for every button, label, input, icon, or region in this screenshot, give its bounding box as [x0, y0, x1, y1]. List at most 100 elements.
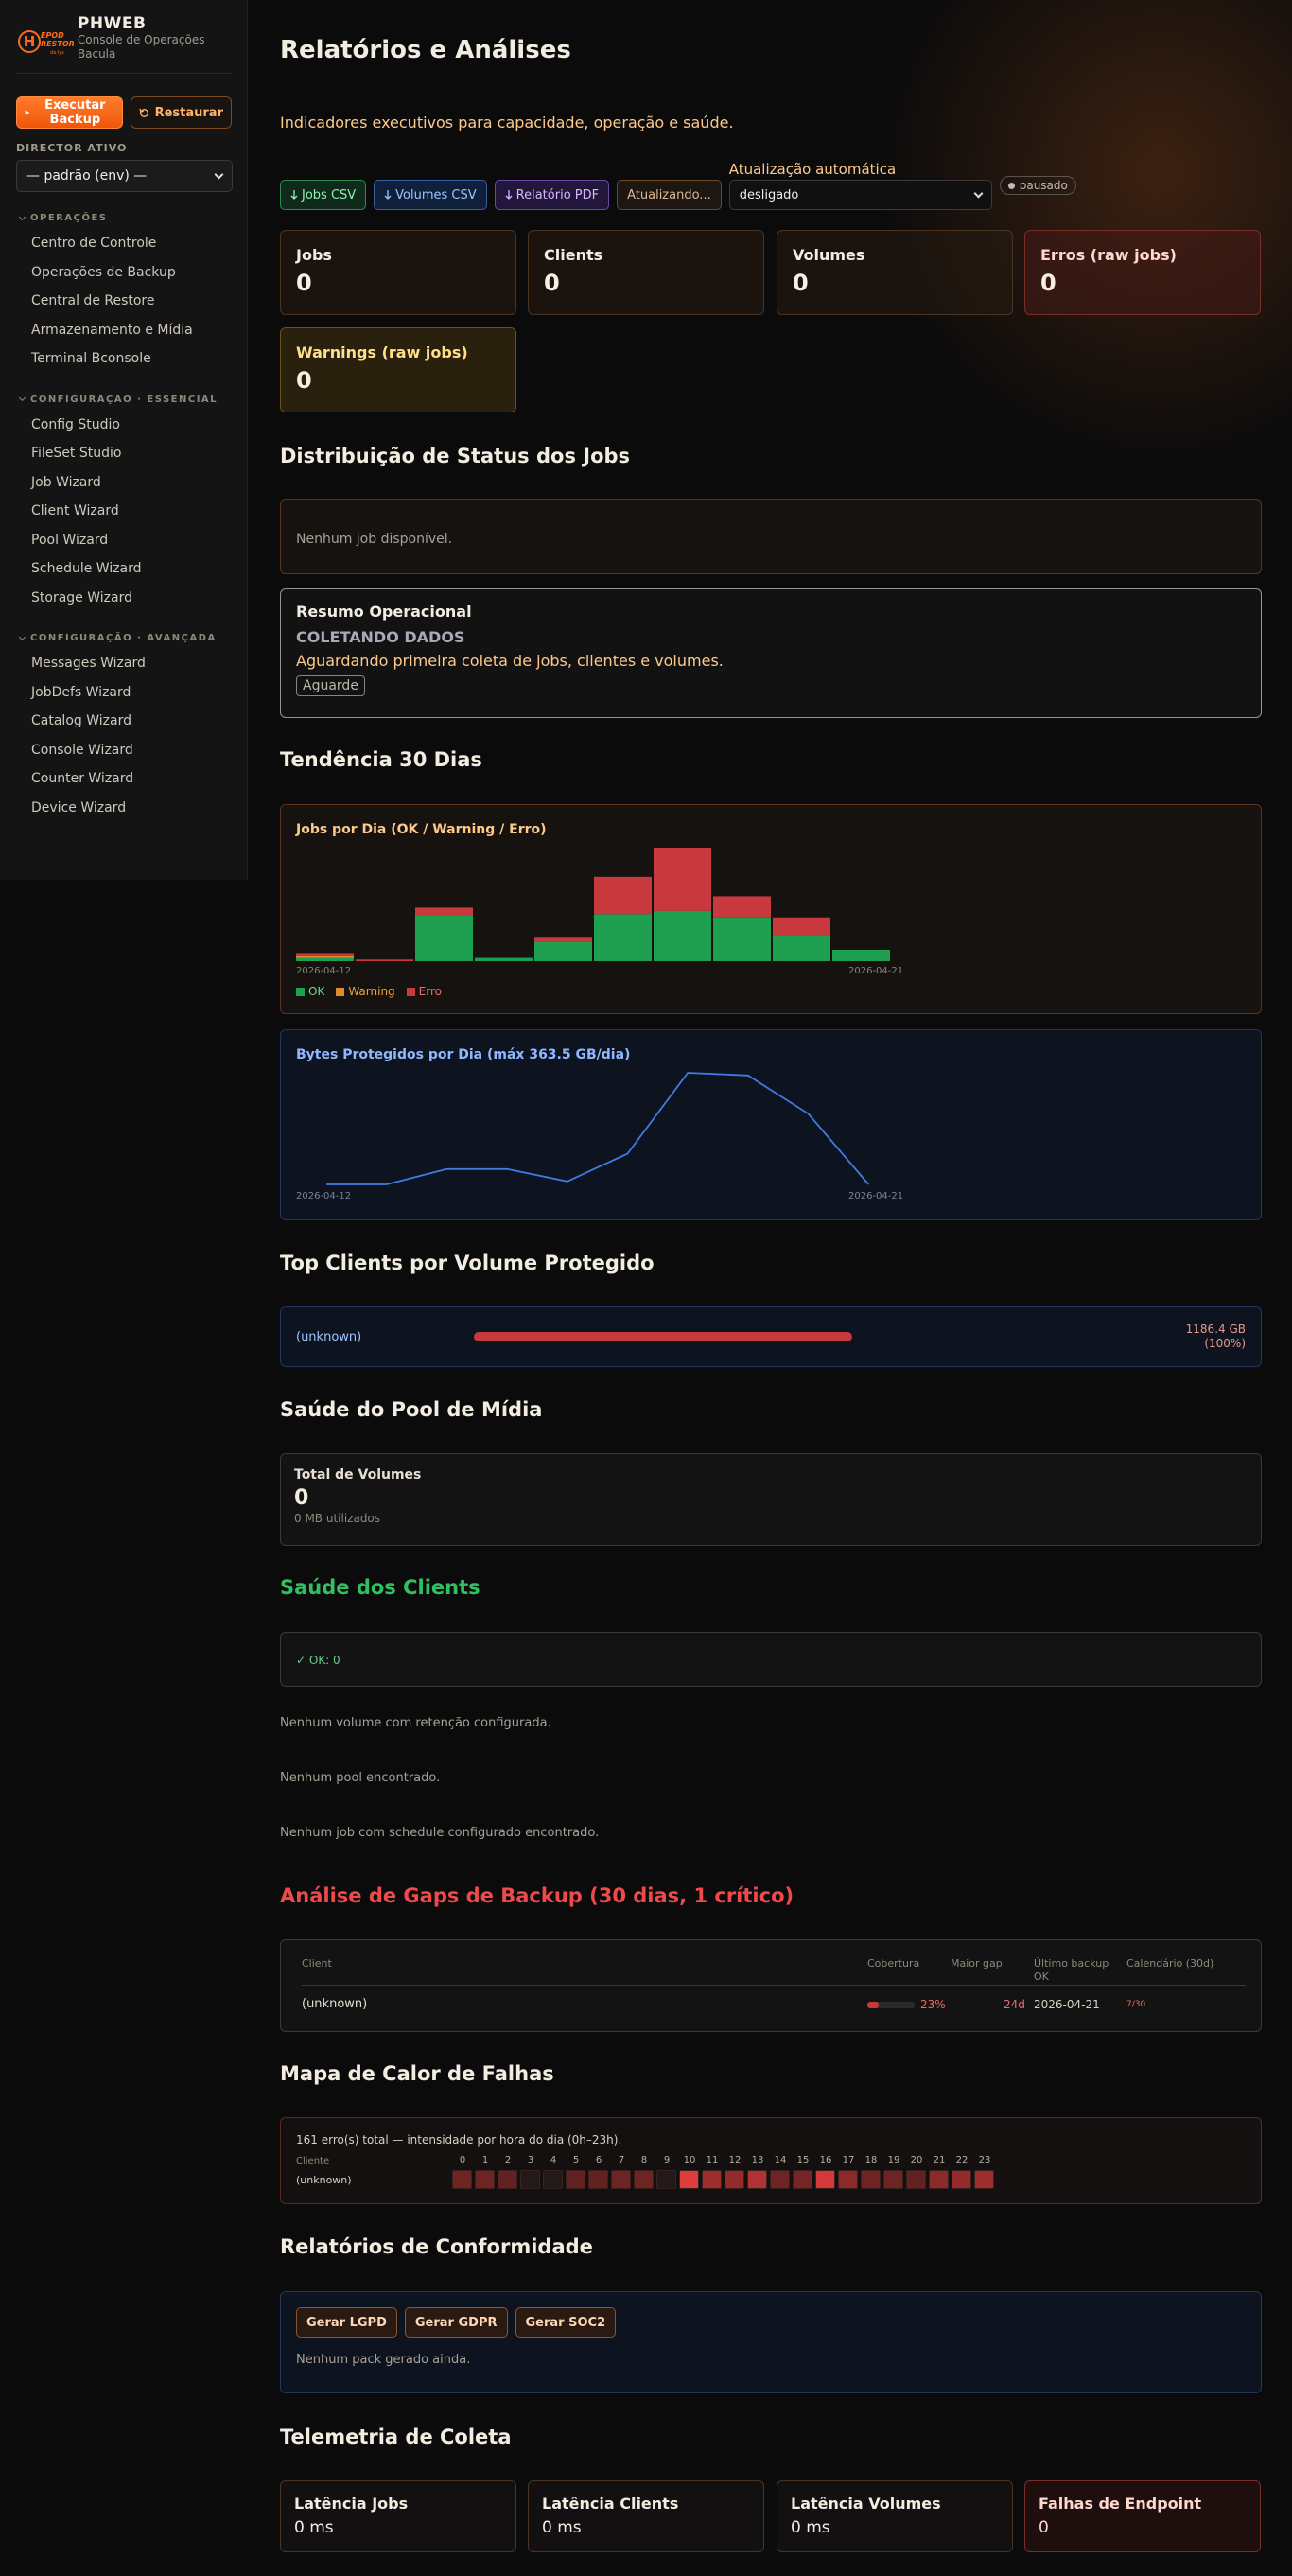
bar-ok-2026-04-21 — [832, 950, 890, 961]
heatmap-hour-label: 19 — [887, 2155, 900, 2165]
export-pdf-button[interactable]: Relatório PDF — [494, 180, 610, 210]
bar-erro-2026-04-17 — [594, 876, 652, 915]
sidebar-item-device-wizard[interactable]: Device Wizard — [31, 799, 127, 815]
sidebar-item-armazenamento-e-midia[interactable]: Armazenamento e Mídia — [31, 322, 193, 338]
bar-erro-2026-04-18 — [654, 848, 711, 911]
logo-wordmark: EPOD RESTOR — [41, 30, 75, 48]
sidebar-item-pool-wizard[interactable]: Pool Wizard — [31, 532, 109, 548]
bar-ok-2026-04-20 — [773, 935, 830, 961]
jobs-chart-start-date: 2026-04-12 — [296, 966, 352, 976]
brand-subtitle: Console de Operações Bacula — [77, 32, 205, 61]
sidebar-item-schedule-wizard[interactable]: Schedule Wizard — [31, 561, 142, 577]
heatmap-cell — [725, 2170, 744, 2189]
chevron-down-icon — [18, 213, 26, 220]
status-distribution-empty: Nenhum job disponível. — [296, 532, 453, 547]
heatmap-cell — [520, 2170, 540, 2189]
heatmap-hour-label: 16 — [819, 2155, 832, 2165]
sidebar-item-fileset-studio[interactable]: FileSet Studio — [31, 446, 122, 462]
heatmap-cell — [634, 2170, 654, 2189]
nav-group-title[interactable]: OPERAÇÕES — [18, 213, 232, 223]
sidebar-item-jobdefs-wizard[interactable]: JobDefs Wizard — [31, 684, 131, 700]
sidebar-item-terminal-bconsole[interactable]: Terminal Bconsole — [31, 351, 151, 367]
bytes-chart-end-date: 2026-04-21 — [848, 1191, 904, 1201]
auto-refresh-select[interactable]: desligado — [728, 180, 992, 210]
heatmap-hour-label: 9 — [663, 2155, 671, 2165]
export-volumes-csv-button[interactable]: Volumes CSV — [374, 180, 487, 210]
telemetry-jobs-latency: Latência Jobs 0 ms — [280, 2480, 516, 2552]
heatmap-cell — [815, 2170, 835, 2189]
refresh-button[interactable]: Atualizando... — [617, 180, 722, 210]
sidebar-item-central-de-restore[interactable]: Central de Restore — [31, 293, 155, 309]
heatmap-cell — [883, 2170, 903, 2189]
clients-ok-count: ✓ OK: 0 — [296, 1654, 340, 1667]
bar-ok-2026-04-16 — [534, 941, 592, 961]
nav-group-title[interactable]: CONFIGURAÇÃO · AVANÇADA — [18, 633, 232, 643]
heatmap-cell — [656, 2170, 676, 2189]
telemetry-title: Telemetria de Coleta — [280, 2426, 512, 2448]
brand-name: PHWEB — [77, 13, 147, 33]
sidebar-item-storage-wizard[interactable]: Storage Wizard — [31, 589, 132, 605]
chevron-down-icon — [18, 394, 26, 402]
heatmap-cell — [475, 2170, 495, 2189]
restore-button[interactable]: Restaurar — [130, 96, 232, 129]
gaps-table-header: Client Cobertura Maior gap Último backup… — [302, 1957, 1246, 1986]
sidebar-item-centro-de-controle[interactable]: Centro de Controle — [31, 236, 157, 252]
top-clients-panel: (unknown) 1186.4 GB (100%) — [280, 1306, 1262, 1367]
heatmap-cell — [906, 2170, 926, 2189]
bar-erro-2026-04-12 — [296, 953, 354, 956]
director-select[interactable]: — padrão (env) — — [16, 160, 233, 192]
summary-message: Aguardando primeira coleta de jobs, clie… — [296, 652, 724, 670]
summary-state: COLETANDO DADOS — [296, 628, 465, 646]
nav-group-title[interactable]: CONFIGURAÇÃO · ESSENCIAL — [18, 394, 232, 405]
heatmap-cell — [770, 2170, 790, 2189]
play-icon — [25, 110, 30, 115]
heatmap-hour-label: 8 — [640, 2155, 648, 2165]
bar-ok-2026-04-12 — [296, 957, 354, 961]
pool-health-panel: Total de Volumes 0 0 MB utilizados — [280, 1453, 1262, 1546]
sidebar-item-console-wizard[interactable]: Console Wizard — [31, 742, 133, 758]
download-icon — [384, 189, 392, 200]
heatmap-cell — [861, 2170, 881, 2189]
generate-soc2-button[interactable]: Gerar SOC2 — [515, 2307, 617, 2338]
sidebar: H EPOD RESTOR da·lys PHWEB Console de Op… — [0, 0, 248, 880]
brand: H EPOD RESTOR da·lys PHWEB Console de Op… — [16, 14, 232, 74]
heatmap-hour-label: 10 — [683, 2155, 696, 2165]
nav-group: OPERAÇÕES Centro de Controle Operações de … — [16, 213, 232, 374]
status-distribution-title: Distribuição de Status dos Jobs — [280, 445, 631, 467]
pool-total-value: 0 — [294, 1486, 309, 1510]
clients-health-panel: ✓ OK: 0 — [280, 1632, 1262, 1687]
heatmap-cell — [793, 2170, 812, 2189]
trend-title: Tendência 30 Dias — [280, 748, 482, 771]
heatmap-hour-label: 6 — [595, 2155, 602, 2165]
heatmap-hour-label: 14 — [774, 2155, 787, 2165]
heatmap-hour-label: 15 — [796, 2155, 810, 2165]
kpi-jobs: Jobs 0 — [280, 230, 516, 315]
sidebar-item-config-studio[interactable]: Config Studio — [31, 416, 120, 432]
heatmap-hour-label: 20 — [910, 2155, 923, 2165]
bar-ok-2026-04-18 — [654, 910, 711, 961]
sidebar-item-operacoes-de-backup[interactable]: Operações de Backup — [31, 264, 176, 280]
bar-ok-2026-04-15 — [475, 957, 533, 961]
bar-warning-2026-04-12 — [296, 955, 354, 958]
export-jobs-csv-button[interactable]: Jobs CSV — [280, 180, 367, 210]
nav-group-label: OPERAÇÕES — [30, 213, 108, 223]
sidebar-item-catalog-wizard[interactable]: Catalog Wizard — [31, 713, 131, 729]
pool-health-title: Saúde do Pool de Mídia — [280, 1398, 543, 1421]
heatmap-hour-label: 0 — [459, 2155, 466, 2165]
pool-total-label: Total de Volumes — [294, 1467, 422, 1482]
heatmap-cell — [543, 2170, 563, 2189]
status-distribution-panel: Nenhum job disponível. — [280, 499, 1262, 574]
sidebar-item-counter-wizard[interactable]: Counter Wizard — [31, 771, 134, 787]
kpi-warnings: Warnings (raw jobs) 0 — [280, 327, 516, 412]
generate-gdpr-button[interactable]: Gerar GDPR — [404, 2307, 508, 2338]
heatmap-cell — [747, 2170, 767, 2189]
telemetry-volumes-latency: Latência Volumes 0 ms — [777, 2480, 1013, 2552]
sidebar-item-messages-wizard[interactable]: Messages Wizard — [31, 656, 146, 672]
report-toolbar: Jobs CSV Volumes CSV Relatório PDF Atual… — [280, 161, 1076, 210]
sidebar-item-client-wizard[interactable]: Client Wizard — [31, 503, 119, 519]
generate-lgpd-button[interactable]: Gerar LGPD — [296, 2307, 397, 2338]
sidebar-item-job-wizard[interactable]: Job Wizard — [31, 474, 101, 490]
heatmap-title: Mapa de Calor de Falhas — [280, 2062, 554, 2085]
heatmap-hour-label: 13 — [751, 2155, 764, 2165]
run-backup-button[interactable]: Executar Backup — [16, 96, 123, 129]
